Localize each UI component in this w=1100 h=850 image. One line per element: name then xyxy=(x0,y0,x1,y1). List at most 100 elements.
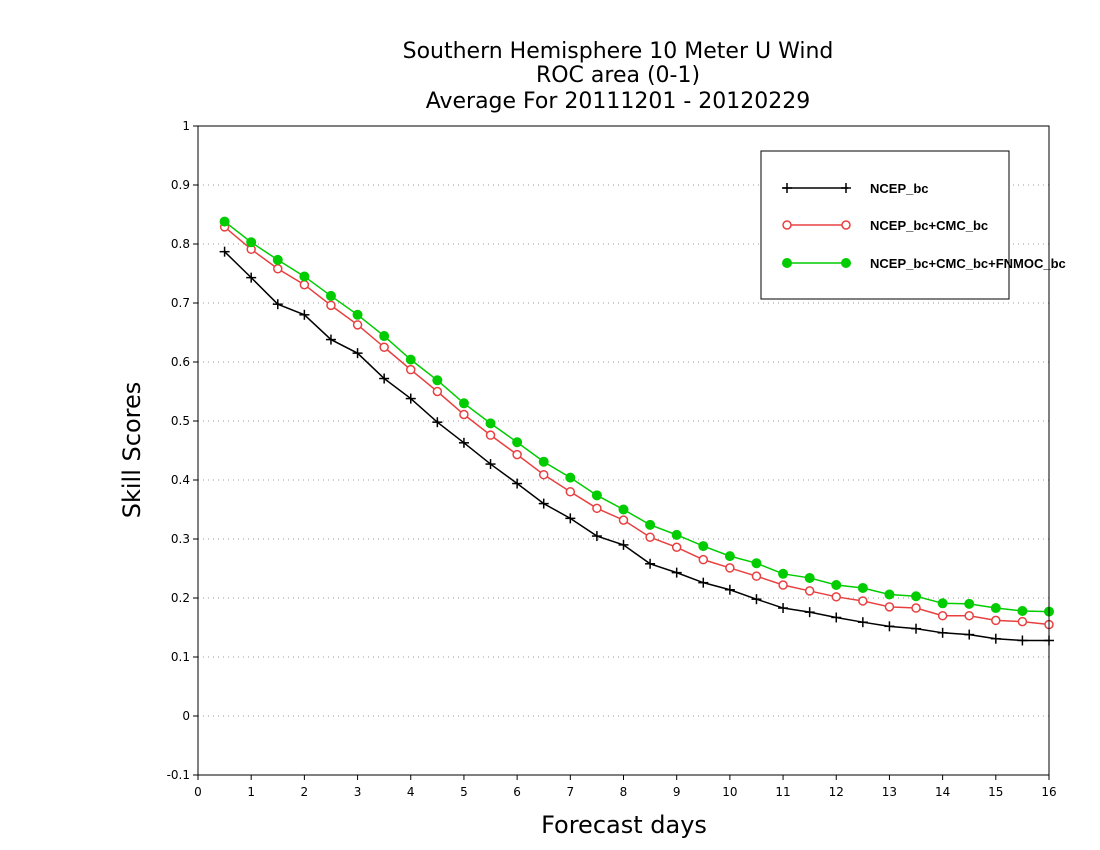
data-point xyxy=(724,551,735,562)
data-point xyxy=(406,364,416,375)
data-point xyxy=(219,216,230,227)
data-point xyxy=(325,290,336,301)
x-tick-label: 10 xyxy=(722,785,737,799)
data-point xyxy=(698,554,709,565)
x-tick-label: 16 xyxy=(1041,785,1056,799)
plot-area-frame xyxy=(197,125,1050,776)
data-point xyxy=(884,602,895,612)
x-tick-label: 2 xyxy=(301,785,309,799)
y-tick-label: 1 xyxy=(182,119,190,133)
data-point xyxy=(299,279,310,290)
data-point xyxy=(565,487,576,497)
y-tick-label: 0.1 xyxy=(171,650,190,664)
data-point xyxy=(804,586,815,596)
y-tick-label: 0.4 xyxy=(171,473,190,487)
data-point xyxy=(1017,605,1028,616)
x-tick-label: 3 xyxy=(354,785,362,799)
data-point xyxy=(751,571,762,581)
data-point xyxy=(485,430,496,440)
data-point xyxy=(911,591,922,602)
y-tick-label: 0.8 xyxy=(171,237,190,251)
series-2 xyxy=(219,222,1054,630)
legend-item: NCEP_bc xyxy=(782,181,929,196)
y-tick-label: 0 xyxy=(182,709,190,723)
x-tick-label: 14 xyxy=(935,785,950,799)
data-point xyxy=(432,375,443,386)
series-3 xyxy=(219,216,1054,617)
data-point xyxy=(671,529,682,540)
legend-label: NCEP_bc+CMC_bc xyxy=(870,218,988,233)
x-tick-label: 5 xyxy=(460,785,468,799)
series-lines xyxy=(219,216,1054,646)
data-point xyxy=(698,541,709,552)
y-axis-ticks: -0.1 0 0.1 0.2 0.3 0.4 0.5 0.6 0.7 0.8 0.9 1 xyxy=(167,119,198,782)
data-point xyxy=(778,580,788,590)
data-point xyxy=(778,568,789,579)
data-point xyxy=(485,418,496,429)
data-point xyxy=(991,615,1001,626)
data-point xyxy=(937,610,948,621)
data-point xyxy=(618,515,629,525)
data-point xyxy=(246,237,257,248)
x-tick-label: 13 xyxy=(882,785,897,799)
legend-label: NCEP_bc xyxy=(870,181,929,196)
data-point xyxy=(512,449,522,460)
x-tick-label: 12 xyxy=(829,785,844,799)
y-tick-label: 0.7 xyxy=(171,296,190,310)
data-point xyxy=(751,558,762,569)
data-point xyxy=(831,580,842,591)
y-tick-label: 0.3 xyxy=(171,532,190,546)
legend-label: NCEP_bc+CMC_bc+FNMOC_bc xyxy=(870,256,1066,271)
data-point xyxy=(432,386,443,397)
x-tick-label: 1 xyxy=(247,785,255,799)
data-point xyxy=(512,437,523,448)
data-point xyxy=(858,596,868,606)
y-tick-label: 0.6 xyxy=(171,355,190,369)
data-point xyxy=(782,220,792,230)
x-axis-ticks: 0 1 2 3 4 5 6 7 8 9 10 11 12 13 14 15 16 xyxy=(194,775,1057,799)
data-point xyxy=(911,603,921,613)
data-point xyxy=(1017,616,1028,627)
y-tick-label: 0.5 xyxy=(171,414,190,428)
data-point xyxy=(831,592,841,602)
data-point xyxy=(964,598,975,609)
x-tick-label: 7 xyxy=(566,785,574,799)
data-point xyxy=(459,409,469,420)
y-tick-label: 0.2 xyxy=(171,591,190,605)
x-tick-label: 4 xyxy=(407,785,415,799)
data-point xyxy=(538,469,549,480)
data-point xyxy=(841,220,851,230)
x-tick-label: 6 xyxy=(513,785,521,799)
x-tick-label: 8 xyxy=(620,785,628,799)
data-point xyxy=(273,264,283,274)
chart-title: Southern Hemisphere 10 Meter U Wind ROC … xyxy=(403,39,834,114)
legend: NCEP_bc NCEP_bc+CMC_bc NCEP_bc+CMC_bc+FNMO… xyxy=(760,150,1066,300)
y-tick-label: -0.1 xyxy=(167,768,190,782)
data-point xyxy=(352,320,363,330)
x-tick-label: 0 xyxy=(194,785,202,799)
y-tick-label: 0.9 xyxy=(171,178,190,192)
x-tick-label: 11 xyxy=(775,785,790,799)
y-axis-label: Skill Scores xyxy=(118,382,146,519)
data-point xyxy=(379,342,389,352)
x-tick-label: 9 xyxy=(673,785,681,799)
data-point xyxy=(990,603,1001,614)
data-point xyxy=(725,563,735,573)
series-line xyxy=(224,251,1049,642)
data-point xyxy=(379,331,390,342)
data-point xyxy=(857,582,868,593)
data-point xyxy=(645,532,655,542)
chart-title-line-2: ROC area (0-1) xyxy=(536,63,700,88)
chart-title-line-1: Southern Hemisphere 10 Meter U Wind xyxy=(403,39,834,64)
series-1 xyxy=(219,246,1054,646)
data-point xyxy=(405,354,416,365)
chart-title-line-3: Average For 20111201 - 20120229 xyxy=(426,89,811,114)
data-point xyxy=(884,589,895,600)
data-point xyxy=(671,542,682,553)
data-point xyxy=(352,309,363,320)
data-point xyxy=(538,456,549,467)
data-point xyxy=(937,598,948,609)
x-axis-label: Forecast days xyxy=(541,811,707,839)
data-point xyxy=(591,490,602,501)
